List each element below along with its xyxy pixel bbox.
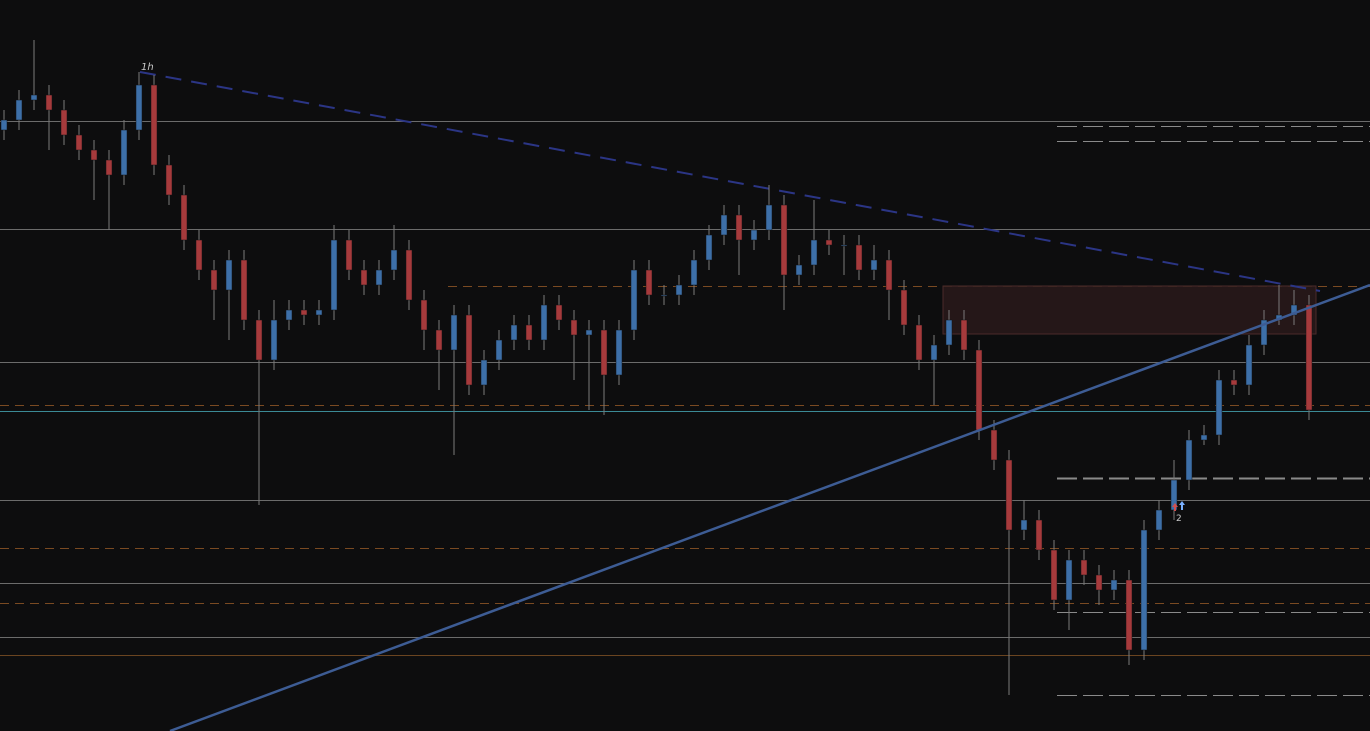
candle-body bbox=[1245, 344, 1253, 386]
candle-body bbox=[1005, 459, 1013, 531]
candle-body bbox=[1215, 379, 1223, 436]
candle-body bbox=[645, 269, 653, 296]
candle-body bbox=[615, 329, 623, 376]
candle-body bbox=[285, 309, 293, 321]
candle-body bbox=[810, 239, 818, 266]
candle-body bbox=[255, 319, 263, 361]
candle-body bbox=[105, 159, 113, 176]
candle-body bbox=[330, 239, 338, 311]
candle-body bbox=[1290, 304, 1298, 316]
candle-body bbox=[480, 359, 488, 386]
candle-body bbox=[1095, 574, 1103, 591]
candle-body bbox=[825, 239, 833, 246]
candle-body bbox=[1080, 559, 1088, 576]
candle-body bbox=[945, 319, 953, 346]
candle-body bbox=[1305, 304, 1313, 411]
candle-body bbox=[855, 244, 863, 271]
candle-body bbox=[345, 239, 353, 271]
candle-body bbox=[195, 239, 203, 271]
candle-body bbox=[135, 84, 143, 131]
candle-body bbox=[180, 194, 188, 241]
levels bbox=[0, 121, 1370, 638]
candle-body bbox=[765, 204, 773, 231]
candle-body bbox=[525, 324, 533, 341]
candle-body bbox=[720, 214, 728, 236]
candle-body bbox=[540, 304, 548, 341]
candle-body bbox=[75, 134, 83, 151]
candle-body bbox=[570, 319, 578, 336]
timeframe-label: 1h bbox=[141, 62, 154, 73]
candle-body bbox=[315, 309, 323, 316]
marker-label: 2 bbox=[1176, 514, 1182, 524]
candle-body bbox=[1260, 319, 1268, 346]
candle-body bbox=[240, 259, 248, 321]
candle-body bbox=[495, 339, 503, 361]
candle-body bbox=[150, 84, 158, 166]
candle-body bbox=[840, 244, 848, 247]
candle-body bbox=[975, 349, 983, 431]
candle-body bbox=[915, 324, 923, 361]
candle-body bbox=[510, 324, 518, 341]
candle-body bbox=[360, 269, 368, 286]
candles bbox=[0, 40, 1313, 695]
sell-arrow bbox=[1172, 503, 1178, 511]
candle-body bbox=[390, 249, 398, 271]
short-levels bbox=[1057, 126, 1370, 696]
candle-body bbox=[555, 304, 563, 321]
candle-body bbox=[675, 284, 683, 296]
candle-body bbox=[45, 94, 53, 111]
supply-zone bbox=[942, 285, 1317, 335]
candle-body bbox=[585, 329, 593, 336]
candle-body bbox=[210, 269, 218, 291]
trendline bbox=[169, 283, 1370, 731]
trendline bbox=[139, 71, 1321, 292]
candle-body bbox=[30, 94, 38, 101]
candle-body bbox=[1125, 579, 1133, 651]
candle-body bbox=[1110, 579, 1118, 591]
candle-body bbox=[120, 129, 128, 176]
candle-body bbox=[780, 204, 788, 276]
candle-body bbox=[870, 259, 878, 271]
candle-body bbox=[885, 259, 893, 291]
candle-body bbox=[600, 329, 608, 376]
candle-body bbox=[0, 119, 8, 131]
candle-body bbox=[450, 314, 458, 351]
candle-body bbox=[165, 164, 173, 196]
candle-body bbox=[795, 264, 803, 276]
candle-body bbox=[1185, 439, 1193, 481]
candle-body bbox=[405, 249, 413, 301]
candle-body bbox=[1140, 529, 1148, 651]
candle-body bbox=[960, 319, 968, 351]
candle-body bbox=[1020, 519, 1028, 531]
candle-body bbox=[1155, 509, 1163, 531]
candle-body bbox=[930, 344, 938, 361]
candle-body bbox=[420, 299, 428, 331]
candle-body bbox=[15, 99, 23, 121]
candle-body bbox=[300, 309, 308, 316]
candle-body bbox=[900, 289, 908, 326]
candle-body bbox=[690, 259, 698, 286]
candle-body bbox=[1035, 519, 1043, 551]
candle-body bbox=[375, 269, 383, 286]
candle-body bbox=[90, 149, 98, 161]
buy-arrow bbox=[1179, 501, 1185, 510]
candle-body bbox=[270, 319, 278, 361]
candle-body bbox=[60, 109, 68, 136]
candle-body bbox=[435, 329, 443, 351]
candle-body bbox=[630, 269, 638, 331]
candle-body bbox=[660, 294, 668, 297]
candle-body bbox=[705, 234, 713, 261]
candle-body bbox=[1050, 549, 1058, 601]
candle-body bbox=[1065, 559, 1073, 601]
candle-body bbox=[750, 229, 758, 241]
candle-body bbox=[1230, 379, 1238, 386]
candle-body bbox=[465, 314, 473, 386]
candle-body bbox=[1200, 434, 1208, 441]
candle-body bbox=[735, 214, 743, 241]
candle-body bbox=[225, 259, 233, 291]
candle-body bbox=[990, 429, 998, 461]
